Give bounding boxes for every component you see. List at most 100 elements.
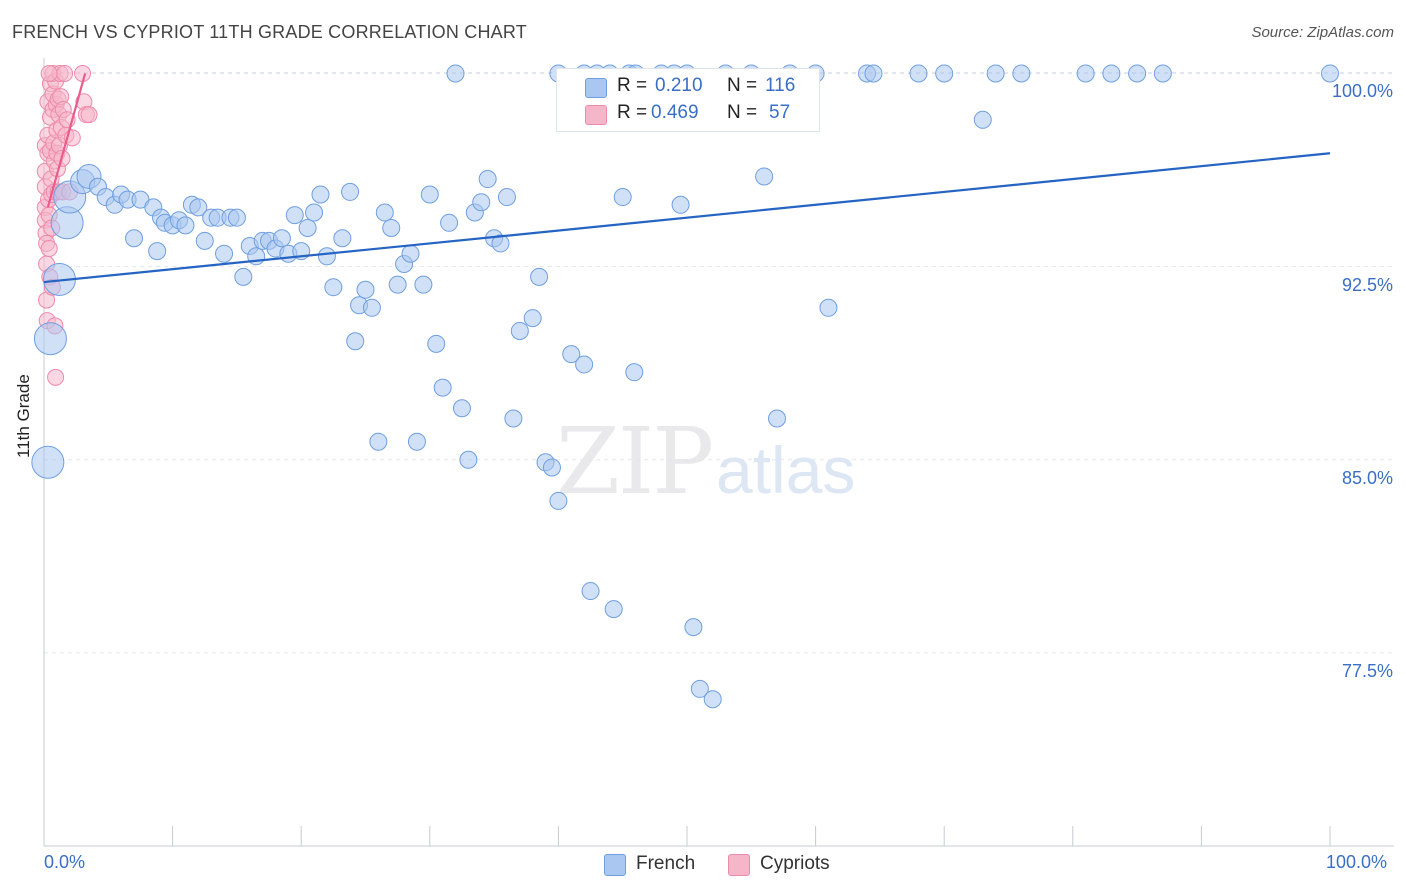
french-point [272,229,291,248]
french-point [459,450,478,469]
legend-n-label: N = [727,102,758,123]
french-point [575,355,594,374]
french-point [176,216,195,235]
cypriots-swatch [585,105,607,125]
french-point [530,267,549,286]
french-point [420,185,439,204]
french-point [1012,64,1031,83]
french-point [1076,64,1095,83]
french-point [581,582,600,601]
french-point [227,208,246,227]
french-point [1321,64,1339,83]
series-legend: French Cypriots [0,852,1406,878]
french-point [317,247,336,266]
french-point [195,231,214,250]
french-point [356,280,375,299]
cypriots-point [40,240,58,258]
cypriots-legend-label[interactable]: Cypriots [760,853,830,874]
french-point [433,378,452,397]
french-point [478,170,497,189]
french-point [472,193,491,212]
y-tick-label: 77.5% [1341,660,1393,681]
legend-row-cypriots: R = 0.469 N = 57 [557,100,819,128]
french-point [452,399,471,418]
legend-r-label: R = [617,75,648,96]
legend-r-value: 0.210 [655,75,703,96]
french-point [755,167,774,186]
cypriots-point [56,64,74,82]
legend-r-label: R = [617,102,648,123]
french-point [369,432,388,451]
y-tick-label: 92.5% [1341,274,1393,295]
french-point [1128,64,1147,83]
french-point [427,334,446,353]
french-point [973,110,992,129]
french-points [31,64,1339,709]
french-point [189,198,208,217]
french-point [375,203,394,222]
french-point [31,445,65,479]
french-point [341,182,360,201]
french-point [346,332,365,351]
french-point [864,64,883,83]
french-point [440,213,459,232]
gridlines [44,71,1394,654]
cypriots-legend-swatch[interactable] [728,854,750,876]
french-point [215,244,234,263]
french-point [510,321,529,340]
stats-legend: R = 0.210 N = 116 R = 0.469 N = 57 [556,68,820,132]
trend-lines [43,73,1331,284]
watermark-atlas: atlas [716,433,856,507]
french-point [935,64,954,83]
french-point [690,679,709,698]
french-point [671,195,690,214]
x-tick-max: 100.0% [1326,852,1388,872]
french-point [562,345,581,364]
french-point [33,322,67,356]
cypriots-trend-line [46,73,87,208]
legend-n-value: 57 [769,102,791,123]
french-point [703,690,722,709]
french-point [549,491,568,510]
cypriots-point [47,368,65,386]
y-axis-label: 11th Grade [14,374,33,458]
french-point [986,64,1005,83]
french-point [491,234,510,253]
french-point [285,206,304,225]
french-point [234,267,253,286]
watermark-zip: ZIP [556,408,714,515]
french-point [523,309,542,328]
french-legend-swatch[interactable] [604,854,626,876]
french-trend-line [43,152,1331,284]
french-point [388,275,407,294]
french-point [333,229,352,248]
axes [43,58,1394,847]
french-legend-label[interactable]: French [636,853,696,874]
legend-row-french: R = 0.210 N = 116 [557,73,819,101]
french-point [504,409,523,428]
french-point [684,618,703,637]
french-point [311,185,330,204]
french-point [604,600,623,619]
french-point [414,275,433,294]
french-point [382,218,401,237]
french-point [148,242,167,261]
french-point [446,64,465,83]
legend-n-value: 116 [765,75,796,96]
french-point [613,188,632,207]
french-point [298,218,317,237]
french-point [1102,64,1121,83]
french-point [819,298,838,317]
french-point [324,278,343,297]
source-credit: Source: ZipAtlas.com [1251,24,1394,41]
y-tick-label: 100.0% [1331,81,1393,102]
cypriots-point [40,64,58,82]
legend-n-label: N = [727,75,758,96]
french-point [542,458,561,477]
french-point [407,432,426,451]
french-point [768,409,787,428]
french-swatch [585,78,607,98]
french-point [909,64,928,83]
french-point [305,203,324,222]
